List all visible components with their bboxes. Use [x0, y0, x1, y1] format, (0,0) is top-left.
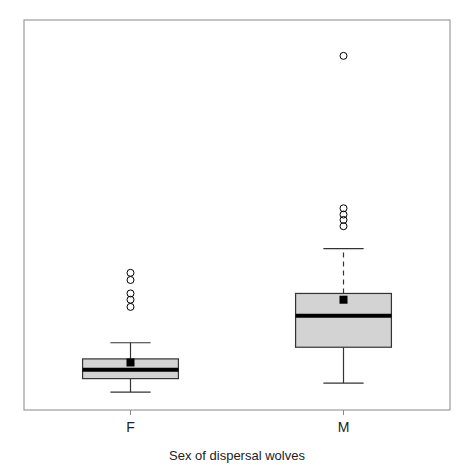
- mean-marker: [127, 358, 135, 366]
- outlier: [340, 52, 347, 59]
- x-tick: [130, 410, 131, 415]
- x-tick-label: F: [126, 419, 135, 435]
- upper-whisker: [130, 343, 131, 359]
- upper-cap: [323, 248, 363, 249]
- box-group: [296, 52, 392, 383]
- x-axis-label: Sex of dispersal wolves: [169, 448, 305, 463]
- upper-cap: [110, 342, 150, 343]
- chart-container: F M Sex of dispersal wolves: [0, 0, 474, 474]
- outlier: [127, 269, 134, 276]
- box: [296, 293, 392, 347]
- chart: F M Sex of dispersal wolves: [0, 0, 474, 474]
- median: [83, 368, 179, 372]
- box: [83, 359, 179, 379]
- lower-whisker: [343, 347, 344, 383]
- box-group: [83, 269, 179, 392]
- outlier: [127, 277, 134, 284]
- outlier: [127, 303, 134, 310]
- lower-whisker: [130, 379, 131, 392]
- x-tick: [343, 410, 344, 415]
- outlier: [127, 290, 134, 297]
- outlier: [340, 205, 347, 212]
- data-group: [83, 52, 392, 392]
- upper-whisker: [343, 249, 344, 294]
- plot-frame: [24, 20, 450, 410]
- lower-cap: [110, 391, 150, 392]
- median: [296, 314, 392, 318]
- lower-cap: [323, 383, 363, 384]
- x-tick-label: M: [338, 419, 350, 435]
- mean-marker: [340, 296, 348, 304]
